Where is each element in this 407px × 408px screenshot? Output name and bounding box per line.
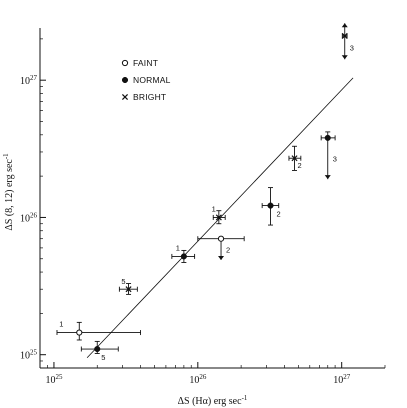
data-point: 3 bbox=[341, 23, 354, 60]
legend-entry: BRIGHT bbox=[121, 92, 166, 102]
legend-label: NORMAL bbox=[133, 75, 171, 85]
point-label: 2 bbox=[226, 245, 230, 254]
x-marker-stroke bbox=[341, 32, 348, 39]
x-marker-stroke bbox=[121, 93, 129, 101]
data-point: 5 bbox=[80, 340, 119, 362]
x-marker-stroke bbox=[215, 214, 222, 221]
point-label: 5 bbox=[101, 353, 105, 362]
point-marker bbox=[215, 214, 222, 221]
point-marker bbox=[267, 202, 274, 209]
axes: 1025 1026 1027 1025 1026 1027 bbox=[20, 28, 386, 386]
data-point: 1 bbox=[171, 243, 196, 263]
point-label: 5 bbox=[121, 277, 125, 286]
y-tick-label: 1026 bbox=[20, 211, 38, 224]
axis-titles: ΔS (Hα) erg sec-1 ΔS (8, 12) erg sec-1 bbox=[2, 153, 248, 407]
arrow-down-icon bbox=[341, 55, 348, 60]
point-label: 2 bbox=[298, 161, 302, 170]
legend-entry: FAINT bbox=[121, 58, 158, 68]
point-marker bbox=[324, 134, 331, 141]
data-point: 2 bbox=[261, 187, 281, 226]
legend-marker bbox=[121, 93, 129, 101]
y-tick-label: 1025 bbox=[20, 349, 38, 362]
point-marker bbox=[180, 253, 187, 260]
legend-label: FAINT bbox=[133, 58, 158, 68]
data-point: 1 bbox=[212, 204, 226, 225]
point-marker bbox=[341, 32, 348, 39]
legend-marker bbox=[121, 59, 129, 67]
legend-marker bbox=[121, 76, 129, 84]
arrow-down-icon bbox=[218, 255, 225, 260]
data-point: 2 bbox=[288, 145, 302, 171]
point-label: 1 bbox=[212, 204, 216, 213]
x-marker-stroke bbox=[125, 286, 132, 293]
data-points: 1 5 5 1 1 2 2 2 3 3 bbox=[56, 23, 354, 362]
data-point: 3 bbox=[320, 131, 337, 180]
point-label: 1 bbox=[59, 320, 63, 329]
data-point: 5 bbox=[118, 277, 138, 295]
arrow-down-icon bbox=[324, 175, 331, 180]
point-marker bbox=[125, 286, 132, 293]
x-tick-label: 1027 bbox=[333, 373, 351, 386]
x-tick-label: 1026 bbox=[189, 373, 207, 386]
point-label: 1 bbox=[176, 243, 180, 252]
point-label: 2 bbox=[276, 210, 280, 219]
y-axis-title: ΔS (8, 12) erg sec-1 bbox=[2, 153, 15, 231]
x-tick-label: 1025 bbox=[45, 373, 63, 386]
point-marker bbox=[94, 345, 101, 353]
legend-label: BRIGHT bbox=[133, 92, 166, 102]
arrow-up-icon bbox=[341, 23, 348, 28]
point-marker bbox=[291, 155, 298, 162]
data-point: 1 bbox=[56, 320, 142, 341]
point-label: 3 bbox=[350, 44, 354, 53]
x-marker-stroke bbox=[291, 155, 298, 162]
x-axis-title: ΔS (Hα) erg sec-1 bbox=[178, 394, 248, 407]
point-label: 3 bbox=[333, 155, 337, 164]
point-marker bbox=[76, 329, 83, 336]
legend-entry: NORMAL bbox=[121, 75, 171, 85]
data-point: 2 bbox=[197, 235, 245, 260]
point-marker bbox=[217, 235, 225, 242]
legend: FAINT NORMAL BRIGHT bbox=[121, 58, 171, 102]
y-tick-label: 1027 bbox=[20, 74, 38, 87]
